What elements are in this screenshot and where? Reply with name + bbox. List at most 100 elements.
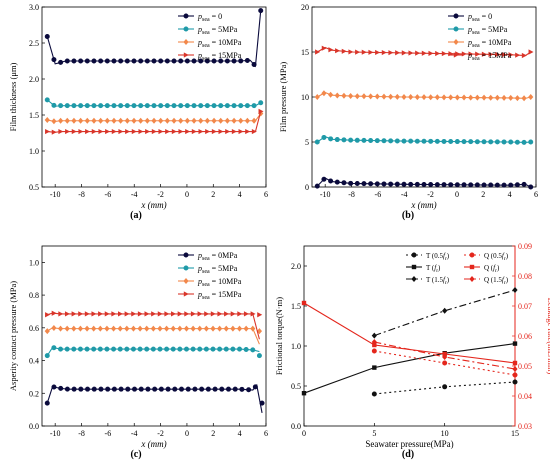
data-point <box>375 49 381 56</box>
data-point <box>44 400 50 406</box>
data-point <box>111 128 117 135</box>
data-point <box>514 139 520 145</box>
data-point <box>414 138 420 144</box>
data-point <box>381 93 387 100</box>
data-point <box>91 128 97 135</box>
data-point <box>238 58 244 64</box>
y-tick-label: 1.0 <box>29 147 39 156</box>
series-line <box>303 343 516 394</box>
data-point <box>158 103 164 109</box>
data-point <box>354 137 360 143</box>
data-point <box>130 346 136 352</box>
data-point <box>110 325 117 332</box>
x-tick-label: -8 <box>78 190 85 199</box>
legend-label: psea = 0 <box>467 12 492 23</box>
x-tick-label: -6 <box>105 190 112 199</box>
data-point <box>203 325 209 332</box>
x-tick-label: 2 <box>211 190 215 199</box>
data-point <box>414 181 420 187</box>
data-point <box>218 58 224 64</box>
data-point <box>97 325 103 332</box>
data-point <box>231 103 237 109</box>
data-point <box>131 311 137 317</box>
data-point <box>197 311 203 317</box>
data-point <box>461 139 467 145</box>
data-point <box>178 128 184 135</box>
data-point <box>158 58 164 64</box>
data-point <box>164 103 170 109</box>
data-point <box>475 51 481 57</box>
data-point <box>58 346 64 352</box>
data-point <box>172 386 178 392</box>
x-tick-label: 5 <box>372 429 376 438</box>
legend-label: psea = 5MPa <box>197 25 238 36</box>
data-point <box>408 181 414 187</box>
data-point <box>184 311 190 317</box>
data-point <box>45 128 51 135</box>
data-point <box>98 58 104 64</box>
legend-label: psea = 10MPa <box>467 38 512 49</box>
x-tick-label: 6 <box>264 190 268 199</box>
data-point <box>251 117 257 124</box>
data-point <box>388 50 394 56</box>
data-point <box>104 346 110 352</box>
y-tick-label: 0.8 <box>29 291 39 300</box>
data-point <box>205 386 211 392</box>
data-point <box>191 103 197 109</box>
data-point <box>71 386 77 392</box>
data-point <box>157 346 163 352</box>
data-point <box>190 311 196 317</box>
data-point <box>177 346 183 352</box>
x-axis-label: x (mm) <box>410 200 436 210</box>
legend-label: T (1.5fr) <box>426 276 450 286</box>
x-tick-label: -4 <box>401 190 408 199</box>
data-point <box>434 94 440 101</box>
data-point <box>124 117 130 124</box>
data-point <box>394 138 400 144</box>
data-point <box>251 103 257 109</box>
data-point <box>230 311 236 317</box>
data-point <box>371 332 377 339</box>
data-point <box>434 182 440 188</box>
data-point <box>144 103 150 109</box>
data-point <box>243 311 249 317</box>
data-point <box>334 92 340 99</box>
data-point <box>137 325 143 332</box>
y-tick-label: 20 <box>301 3 309 12</box>
data-point <box>191 128 197 135</box>
data-point <box>224 311 230 317</box>
data-point <box>198 103 204 109</box>
legend: T (0.5fr) T (fr) T (1.5fr) Q (0.5fr) Q (fr) Q… <box>406 252 509 286</box>
data-point <box>468 51 474 57</box>
data-point <box>118 103 124 109</box>
data-point <box>51 310 57 316</box>
data-point <box>51 345 57 351</box>
data-point <box>368 93 374 100</box>
data-point <box>217 346 223 352</box>
data-point <box>51 384 57 390</box>
series-line <box>303 302 516 364</box>
data-point <box>91 311 97 317</box>
data-point <box>334 179 340 185</box>
legend-label: T (0.5fr) <box>426 252 450 262</box>
data-point <box>205 128 211 135</box>
data-point <box>421 50 427 56</box>
data-point <box>210 346 216 352</box>
y-tick-label: 0.4 <box>29 357 39 366</box>
legend-label: psea = 5MPa <box>197 264 238 275</box>
x-tick-label: -6 <box>105 429 112 438</box>
data-point <box>164 117 170 124</box>
data-point <box>354 93 360 100</box>
x-tick-label: 15 <box>511 429 519 438</box>
data-point <box>231 117 237 124</box>
y-tick-label: 2.5 <box>29 39 39 48</box>
legend-label: psea = 0MPa <box>197 251 238 262</box>
data-point <box>183 325 190 332</box>
data-point <box>512 287 518 293</box>
data-point <box>198 117 204 124</box>
data-point <box>474 182 480 188</box>
y2-axis-label: Leakage rate(mL/min) <box>546 298 550 375</box>
legend-label: Q (0.5fr) <box>484 252 509 262</box>
legend-label: psea = 15MPa <box>197 51 242 62</box>
